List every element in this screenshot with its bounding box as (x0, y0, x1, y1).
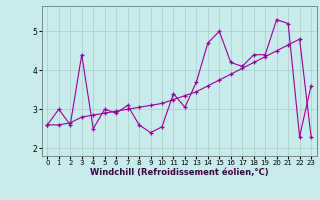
X-axis label: Windchill (Refroidissement éolien,°C): Windchill (Refroidissement éolien,°C) (90, 168, 268, 177)
